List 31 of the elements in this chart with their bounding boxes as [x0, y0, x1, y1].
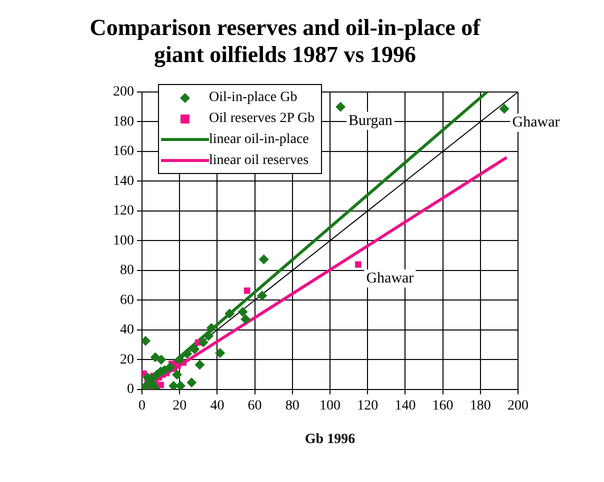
- y-tick-label: 180: [113, 114, 134, 130]
- x-tick-label: 100: [320, 398, 340, 414]
- annotation: Ghawar: [512, 114, 560, 131]
- x-tick-label: 180: [470, 398, 491, 414]
- y-tick-label: 140: [113, 174, 134, 189]
- legend-label: linear oil-in-place: [209, 132, 309, 147]
- y-tick-label: 0: [127, 382, 134, 398]
- x-tick-label: 160: [432, 398, 454, 414]
- annotation: Burgan: [348, 112, 393, 129]
- x-tick-label: 140: [394, 398, 416, 414]
- x-tick-label: 200: [508, 398, 528, 414]
- annotation: Ghawar: [366, 270, 414, 286]
- y-tick-label: 160: [113, 144, 134, 160]
- y-tick-label: 120: [113, 204, 134, 219]
- y-tick-label: 20: [120, 352, 134, 368]
- y-tick-label: 80: [120, 263, 134, 278]
- x-axis-title: Gb 1996: [304, 432, 356, 448]
- x-tick-label: 80: [285, 398, 300, 414]
- x-tick-label: 120: [357, 398, 378, 414]
- legend-label: Oil-in-place Gb: [209, 90, 298, 105]
- chart-title: Comparison reserves and oil-in-place of giant oilfields 1987 vs 1996: [88, 14, 482, 68]
- x-tick-label: 20: [172, 398, 187, 414]
- y-tick-label: 40: [120, 322, 134, 338]
- x-tick-label: 40: [210, 398, 224, 414]
- y-tick-label: 200: [113, 84, 134, 100]
- legend-label: Oil reserves 2P Gb: [209, 111, 315, 126]
- y-tick-label: 60: [120, 292, 134, 308]
- x-tick-label: 0: [138, 398, 146, 414]
- y-tick-label: 100: [113, 233, 134, 248]
- x-tick-label: 60: [248, 398, 262, 414]
- legend-label: linear oil reserves: [209, 153, 309, 168]
